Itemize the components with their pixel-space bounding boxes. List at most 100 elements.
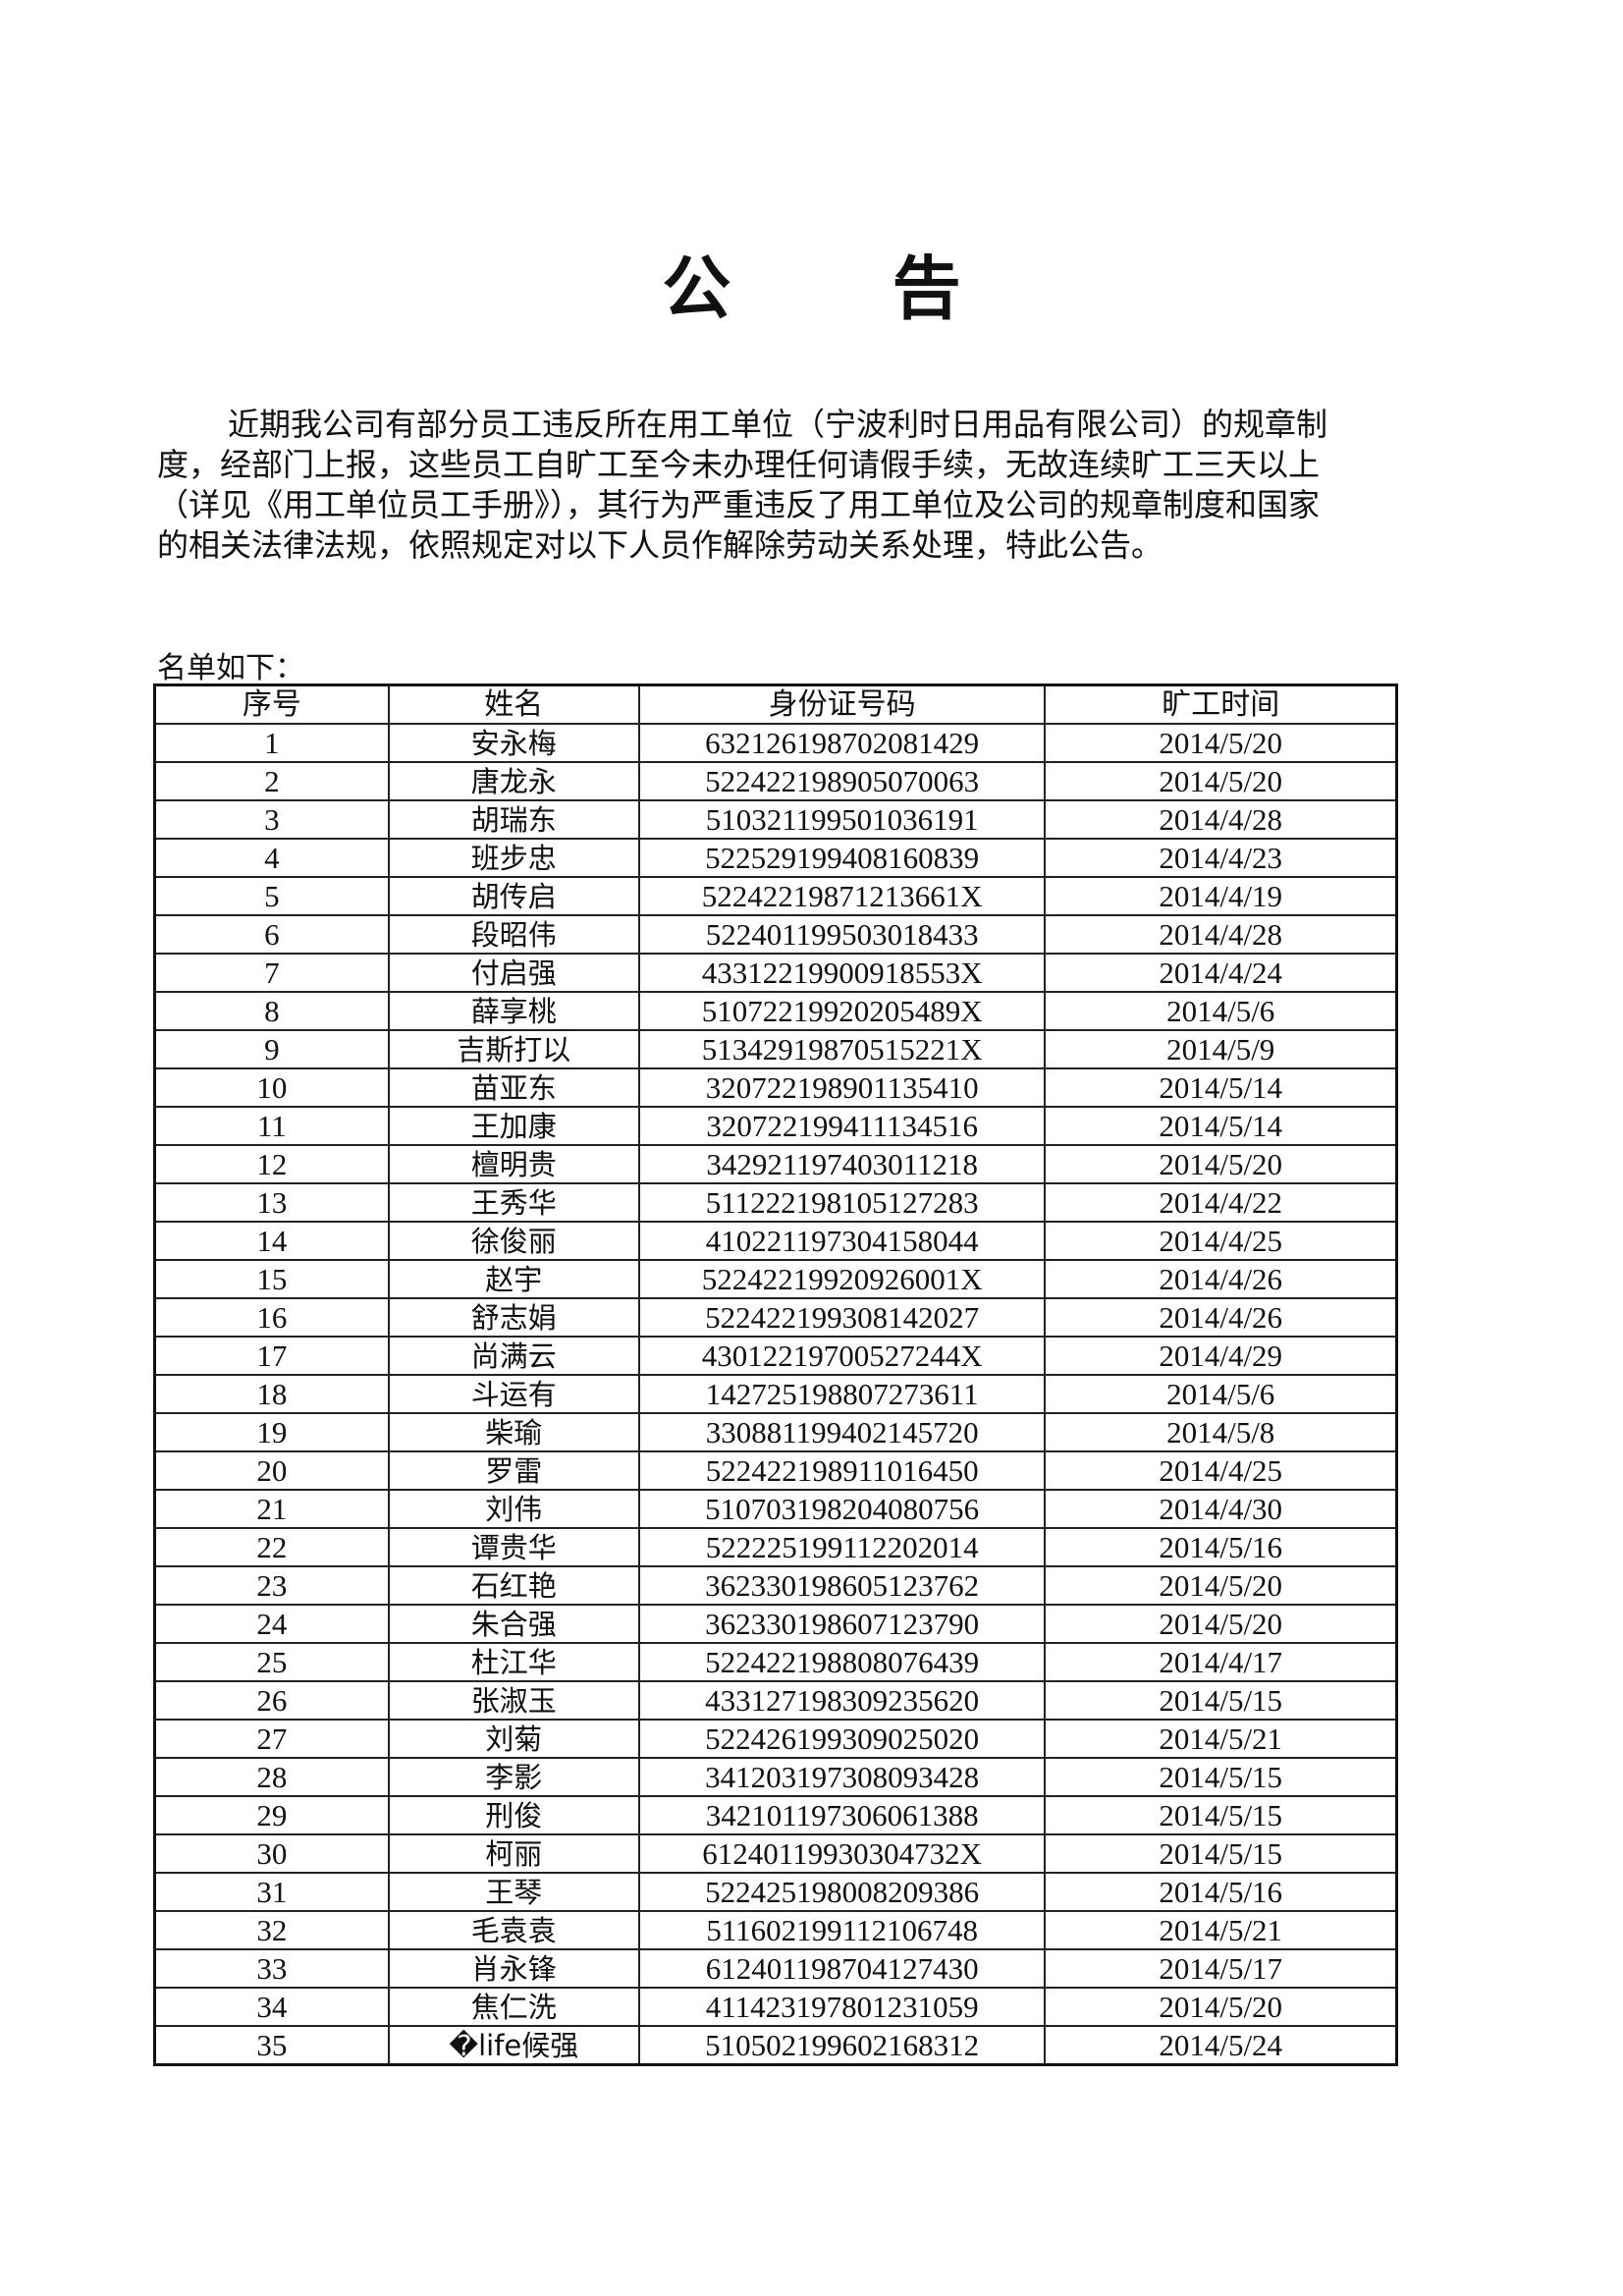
cell-id-number: 362330198607123790 [637,1604,1047,1644]
cell-id-number: 43312219900918553X [637,953,1047,993]
cell-name: 谭贵华 [387,1527,640,1567]
cell-absence-date: 2014/5/20 [1044,1144,1398,1184]
cell-name: 杜江华 [387,1642,640,1682]
table-row: 28 李影 341203197308093428 2014/5/15 [153,1757,1398,1797]
cell-id-number: 510703198204080756 [637,1489,1047,1529]
cell-id-number: 511602199112106748 [637,1910,1047,1950]
cell-index: 33 [153,1948,390,1989]
cell-absence-date: 2014/4/24 [1044,953,1398,993]
cell-id-number: 61240119930304732X [637,1833,1047,1874]
cell-id-number: 51072219920205489X [637,991,1047,1031]
cell-id-number: 510502199602168312 [637,2025,1047,2066]
cell-index: 4 [153,838,390,878]
table-row: 9 吉斯打以 51342919870515221X 2014/5/9 [153,1029,1398,1069]
cell-index: 16 [153,1297,390,1338]
cell-id-number: 522422198808076439 [637,1642,1047,1682]
table-row: 4 班步忠 522529199408160839 2014/4/23 [153,838,1398,878]
table-row: 17 尚满云 43012219700527244X 2014/4/29 [153,1336,1398,1376]
table-row: 10 苗亚东 320722198901135410 2014/5/14 [153,1067,1398,1108]
cell-id-number: 342101197306061388 [637,1795,1047,1835]
cell-absence-date: 2014/4/26 [1044,1259,1398,1299]
cell-id-number: 632126198702081429 [637,723,1047,763]
cell-name: 胡传启 [387,876,640,916]
cell-name: 朱合强 [387,1604,640,1644]
cell-id-number: 43012219700527244X [637,1336,1047,1376]
cell-index: 31 [153,1872,390,1912]
cell-absence-date: 2014/4/30 [1044,1489,1398,1529]
body-line: 度，经部门上报，这些员工自旷工至今未办理任何请假手续，无故连续旷工三天以上 [157,446,1321,483]
table-row: 32 毛袁袁 511602199112106748 2014/5/21 [153,1910,1398,1950]
cell-name: 安永梅 [387,723,640,763]
table-row: 7 付启强 43312219900918553X 2014/4/24 [153,953,1398,993]
cell-absence-date: 2014/4/17 [1044,1642,1398,1682]
cell-absence-date: 2014/5/20 [1044,1604,1398,1644]
cell-absence-date: 2014/5/15 [1044,1680,1398,1721]
cell-index: 18 [153,1374,390,1414]
cell-id-number: 330881199402145720 [637,1412,1047,1452]
cell-absence-date: 2014/4/28 [1044,799,1398,840]
cell-name: 舒志娟 [387,1297,640,1338]
cell-absence-date: 2014/4/26 [1044,1297,1398,1338]
employee-table: 序号 姓名 身份证号码 旷工时间 1 安永梅 632126198702081429 2… [153,683,1398,2066]
cell-id-number: 522422198911016450 [637,1450,1047,1491]
cell-name: 赵宇 [387,1259,640,1299]
cell-index: 13 [153,1182,390,1223]
cell-id-number: 522426199309025020 [637,1719,1047,1759]
table-row: 8 薛享桃 51072219920205489X 2014/5/6 [153,991,1398,1031]
cell-index: 27 [153,1719,390,1759]
cell-id-number: 522422199308142027 [637,1297,1047,1338]
cell-name: 刘菊 [387,1719,640,1759]
cell-name: 徐俊丽 [387,1221,640,1261]
cell-index: 5 [153,876,390,916]
cell-index: 17 [153,1336,390,1376]
cell-absence-date: 2014/5/21 [1044,1910,1398,1950]
cell-id-number: 522529199408160839 [637,838,1047,878]
cell-name: 张淑玉 [387,1680,640,1721]
cell-id-number: 142725198807273611 [637,1374,1047,1414]
table-row: 35 �life候强 510502199602168312 2014/5/24 [153,2025,1398,2066]
cell-index: 1 [153,723,390,763]
table-row: 6 段昭伟 522401199503018433 2014/4/28 [153,914,1398,955]
cell-id-number: 342921197403011218 [637,1144,1047,1184]
cell-name: 胡瑞东 [387,799,640,840]
cell-index: 20 [153,1450,390,1491]
cell-id-number: 522401199503018433 [637,914,1047,955]
cell-id-number: 52242219871213661X [637,876,1047,916]
cell-id-number: 410221197304158044 [637,1221,1047,1261]
header-absence-date: 旷工时间 [1044,683,1398,725]
body-line: （详见《用工单位员工手册》），其行为严重违反了用工单位及公司的规章制度和国家 [157,486,1321,523]
body-line: 的相关法律法规，依照规定对以下人员作解除劳动关系处理，特此公告。 [157,526,1163,564]
cell-index: 29 [153,1795,390,1835]
cell-id-number: 341203197308093428 [637,1757,1047,1797]
table-row: 16 舒志娟 522422199308142027 2014/4/26 [153,1297,1398,1338]
cell-name: 刘伟 [387,1489,640,1529]
cell-index: 12 [153,1144,390,1184]
cell-index: 22 [153,1527,390,1567]
cell-absence-date: 2014/4/19 [1044,876,1398,916]
table-body: 1 安永梅 632126198702081429 2014/5/20 2 唐龙永 52242… [153,723,1398,2066]
cell-index: 3 [153,799,390,840]
cell-id-number: 522225199112202014 [637,1527,1047,1567]
cell-absence-date: 2014/5/17 [1044,1948,1398,1989]
cell-index: 2 [153,761,390,801]
cell-name: 罗雷 [387,1450,640,1491]
cell-absence-date: 2014/4/25 [1044,1221,1398,1261]
cell-absence-date: 2014/4/29 [1044,1336,1398,1376]
cell-index: 32 [153,1910,390,1950]
table-row: 30 柯丽 61240119930304732X 2014/5/15 [153,1833,1398,1874]
cell-id-number: 433127198309235620 [637,1680,1047,1721]
cell-index: 6 [153,914,390,955]
table-row: 11 王加康 320722199411134516 2014/5/14 [153,1106,1398,1146]
cell-absence-date: 2014/5/20 [1044,723,1398,763]
cell-name: 王加康 [387,1106,640,1146]
table-row: 21 刘伟 510703198204080756 2014/4/30 [153,1489,1398,1529]
header-index: 序号 [153,683,390,725]
cell-index: 15 [153,1259,390,1299]
table-row: 2 唐龙永 522422198905070063 2014/5/20 [153,761,1398,801]
cell-absence-date: 2014/5/16 [1044,1872,1398,1912]
cell-absence-date: 2014/4/28 [1044,914,1398,955]
notice-title: 公 告 [662,247,1030,329]
cell-name: 肖永锋 [387,1948,640,1989]
cell-index: 24 [153,1604,390,1644]
cell-name: 焦仁洗 [387,1987,640,2027]
